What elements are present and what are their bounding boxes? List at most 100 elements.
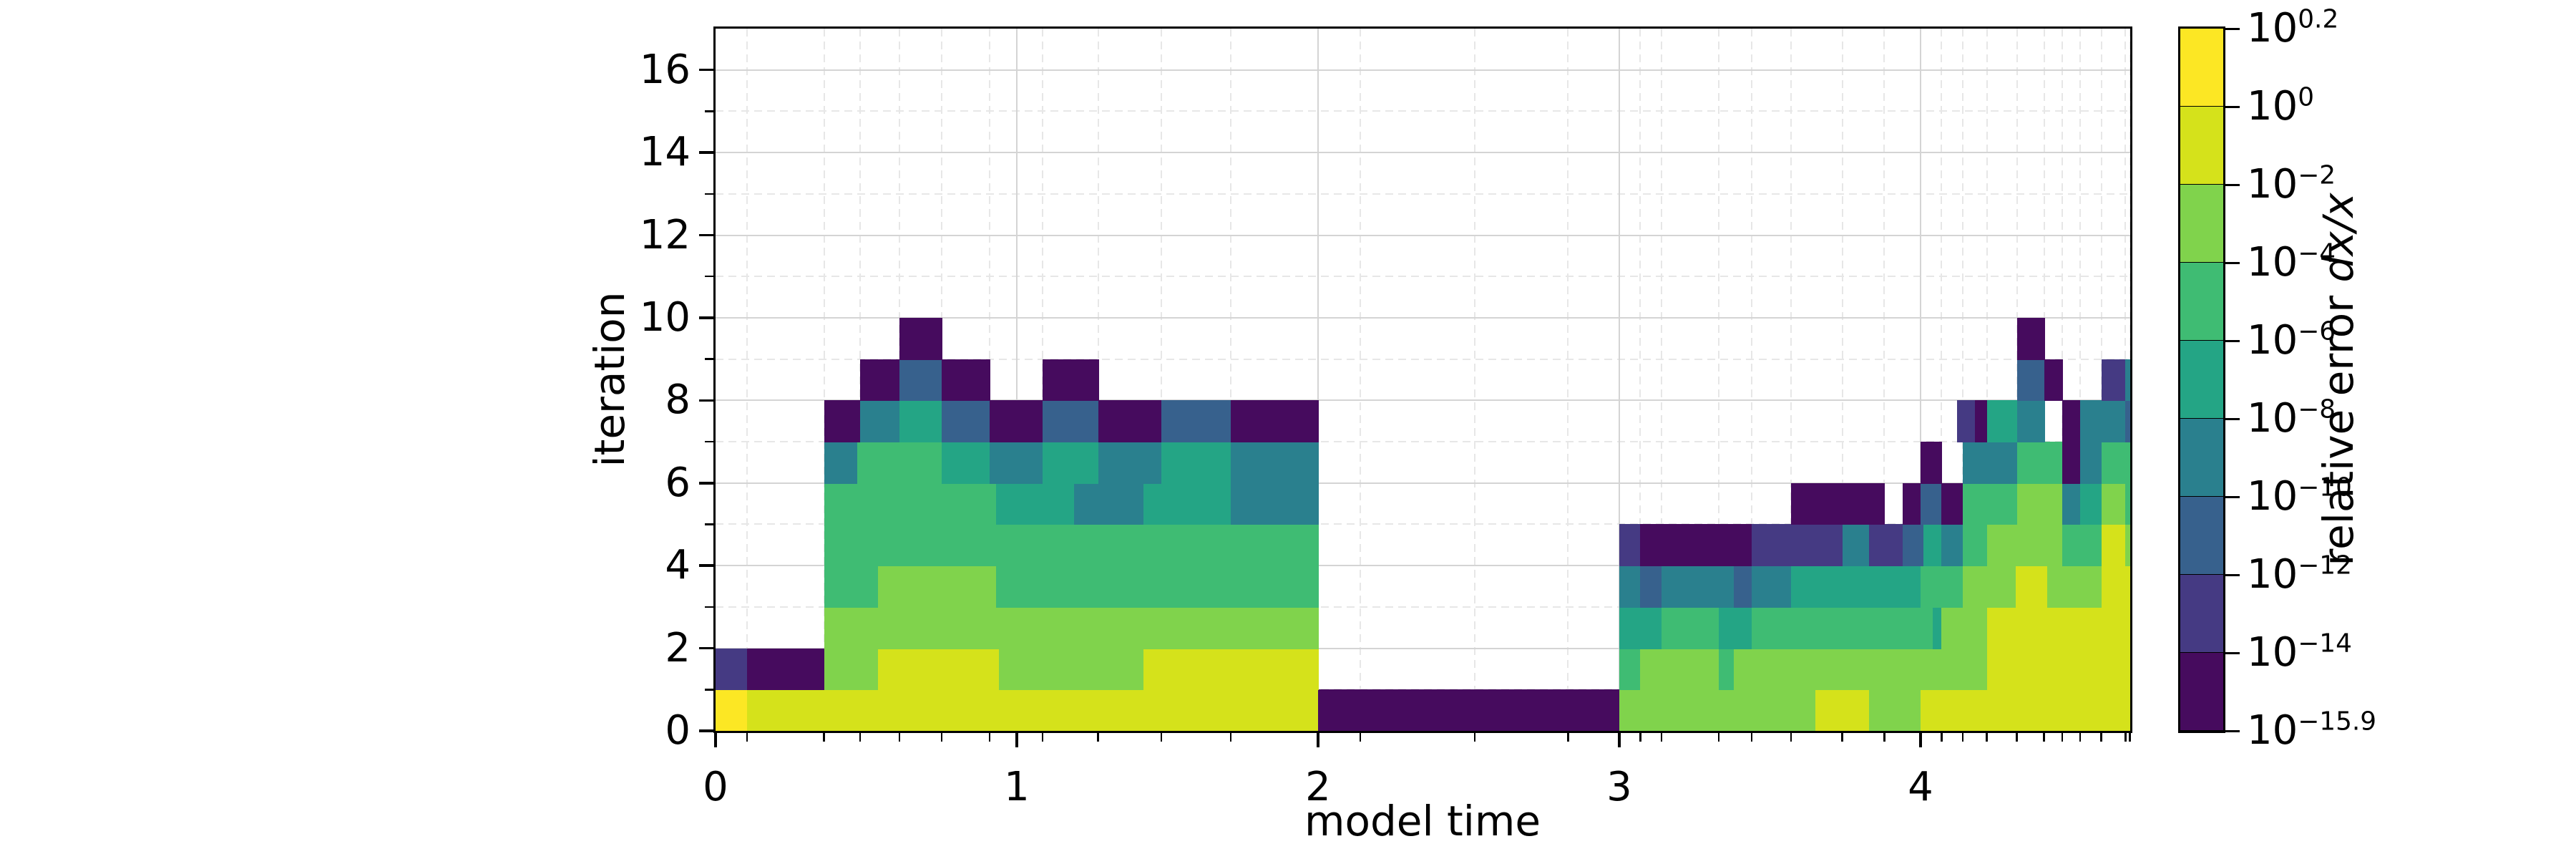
bottom-spine [713,731,2132,733]
y-major-tick [699,399,713,402]
heatmap-cell [941,400,991,443]
x-minor-gridline [1751,29,1753,731]
y-minor-gridline [716,606,2130,608]
y-tick-label: 4 [665,542,691,589]
x-minor-gridline [1717,29,1719,731]
heatmap-cell [2101,359,2127,402]
heatmap-cell [2015,566,2048,608]
colorbar-label-text: relative error [2314,282,2363,566]
x-minor-gridline [1986,29,1988,731]
y-minor-tick [705,523,713,525]
x-minor-tick [1660,733,1663,742]
x-minor-tick [2124,733,2127,742]
colorbar-tick-label: 10−6 [2247,319,2336,361]
heatmap-cell [2016,359,2045,402]
x-tick-label: 0 [703,764,728,810]
y-axis-label: iteration [585,291,634,467]
heatmap-cell [1962,524,1988,567]
colorbar-segment [2180,419,2223,497]
heatmap-cell [2101,524,2127,567]
heatmap-cell [2125,482,2131,525]
heatmap-cell [860,359,900,402]
y-major-gridline [716,316,2130,319]
heatmap-cell [824,482,997,525]
x-minor-gridline [1883,29,1885,731]
x-minor-tick [1097,733,1099,742]
x-minor-tick [1986,733,1988,742]
colorbar-tick [2225,183,2240,186]
x-minor-gridline [746,29,748,731]
heatmap-cell [1718,606,1753,649]
heatmap-cell [995,482,1075,525]
heatmap-cell [2062,482,2082,525]
colorbar-tick [2225,417,2240,420]
y-minor-gridline [716,276,2130,278]
heatmap-cell [2125,400,2131,443]
heatmap-cell [1161,400,1231,443]
heatmap-cell [1921,566,1963,608]
colorbar-tick-base: 10 [2247,629,2298,676]
y-major-gridline [716,565,2130,567]
y-major-tick [699,729,713,732]
x-minor-tick [2100,733,2102,742]
y-minor-gridline [716,193,2130,195]
y-tick-label: 16 [639,46,691,93]
heatmap-cell [1619,648,1641,691]
heatmap-cell [1752,566,1792,608]
x-tick-label: 4 [1908,764,1933,810]
heatmap-cell [1956,400,1976,443]
y-tick-label: 6 [665,459,691,506]
heatmap-cell [1790,482,1885,525]
colorbar-tick-exponent: −2 [2298,160,2336,190]
heatmap-cell [2080,482,2102,525]
x-minor-tick [940,733,942,742]
y-minor-gridline [716,110,2130,112]
heatmap-cell [1640,566,1662,608]
heatmap-cell [1962,482,2018,525]
x-major-tick [1317,733,1319,747]
colorbar-segment [2180,575,2223,653]
x-minor-gridline [1639,29,1641,731]
colorbar-label: relative error dx/x [2314,193,2363,566]
heatmap-cell [1941,606,1988,649]
colorbar-segment [2180,29,2223,107]
heatmap-cell [1941,524,1963,567]
heatmap-cell [2044,359,2063,402]
y-major-tick [699,316,713,319]
heatmap-cell [1230,482,1319,525]
colorbar-tick-label: 10−2 [2247,162,2336,205]
y-tick-label: 2 [665,624,691,671]
x-minor-tick [1473,733,1476,742]
x-minor-tick [2016,733,2018,742]
heatmap-cell [990,400,1043,443]
heatmap-cell [1986,400,2018,443]
y-minor-tick [705,110,713,112]
x-major-tick [714,733,717,747]
y-major-gridline [716,482,2130,484]
y-minor-gridline [716,523,2130,525]
heatmap-cell [1733,648,1988,691]
x-minor-tick [1941,733,1943,742]
colorbar-tick-exponent: −14 [2298,629,2352,659]
heatmap-cell [2016,317,2045,360]
heatmap-cell [1869,524,1903,567]
x-minor-gridline [1567,29,1569,731]
x-minor-gridline [2079,29,2082,731]
left-spine [713,26,716,733]
x-major-gridline [1317,29,1319,731]
heatmap-cell [716,648,748,691]
y-major-tick [699,482,713,485]
heatmap-cell [2125,524,2131,567]
colorbar-tick [2225,261,2240,264]
y-major-tick [699,151,713,154]
x-minor-tick [1790,733,1792,742]
heatmap-cell [1042,442,1099,484]
colorbar-tick-label: 10−4 [2247,241,2336,283]
heatmap-cell [716,689,748,732]
heatmap-cell [941,442,991,484]
x-minor-tick [1883,733,1885,742]
heatmap-cell [1098,442,1163,484]
heatmap-cell [998,648,1144,691]
colorbar-tick-base: 10 [2247,473,2298,520]
